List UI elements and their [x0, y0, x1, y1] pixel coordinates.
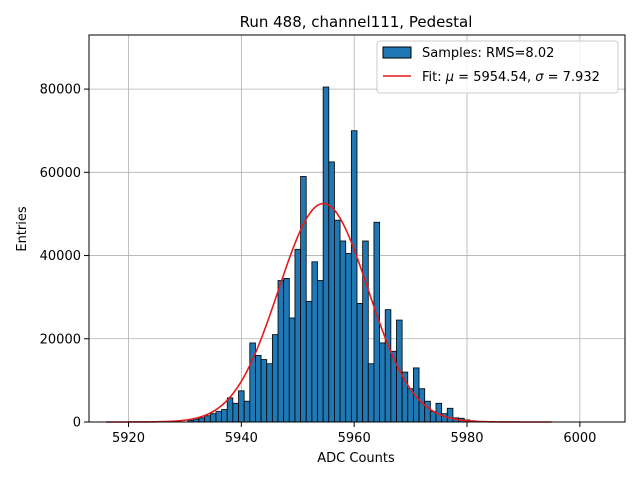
- histogram-bar: [362, 240, 369, 423]
- x-tick-label: 5960: [338, 431, 371, 446]
- histogram-bar: [238, 390, 245, 423]
- x-tick-label: 5920: [112, 431, 145, 446]
- y-tick-label: 0: [73, 416, 81, 431]
- histogram-bar: [215, 411, 222, 423]
- x-tick-label: 5980: [450, 431, 483, 446]
- histogram-bar: [198, 417, 206, 423]
- histogram-bar: [260, 359, 268, 423]
- legend: Samples: RMS=8.02 Fit: μ = 5954.54, σ = …: [376, 40, 619, 94]
- legend-fit-mu-symbol: μ: [445, 70, 454, 85]
- histogram-bar: [379, 342, 386, 423]
- histogram-bar: [407, 388, 414, 423]
- chart-title: Run 488, channel111, Pedestal: [240, 13, 473, 31]
- x-tick-label: 6000: [563, 431, 596, 446]
- histogram-bar: [384, 309, 392, 423]
- legend-samples-label: Samples: RMS=8.02: [422, 46, 554, 61]
- plot-frame: [88, 34, 626, 423]
- histogram-bar: [204, 415, 211, 423]
- legend-fit-sigma-value: = 7.932: [543, 70, 599, 85]
- histogram-bar: [350, 130, 358, 423]
- y-axis-ticks: 0 20000 40000 60000 80000: [40, 83, 89, 431]
- histogram-bar: [367, 363, 375, 423]
- histogram-bar: [424, 400, 431, 423]
- histogram-bar: [232, 402, 239, 423]
- histogram-bar: [243, 400, 251, 423]
- y-axis-label: Entries: [15, 206, 30, 252]
- legend-fit-prefix: Fit:: [422, 70, 446, 85]
- legend-fit-mu-value: = 5954.54,: [454, 70, 535, 85]
- histogram-bar: [209, 413, 217, 423]
- histogram-bar: [334, 219, 341, 423]
- histogram-bar: [226, 397, 234, 423]
- legend-box: [376, 40, 619, 94]
- histogram-bar: [288, 317, 296, 423]
- legend-fit-label: Fit: μ = 5954.54, σ = 7.932: [422, 70, 600, 85]
- histogram-bar: [283, 278, 290, 423]
- y-tick-label: 60000: [40, 166, 81, 181]
- histogram-bar: [277, 280, 285, 423]
- legend-samples-swatch: [382, 46, 412, 59]
- y-tick-label: 40000: [40, 249, 81, 264]
- histogram-bar: [317, 280, 324, 423]
- histogram-bar: [255, 355, 262, 423]
- histogram-bar: [221, 409, 228, 423]
- histogram-bar: [271, 334, 279, 423]
- gaussian-fit-curve: [105, 202, 552, 423]
- histogram-bar: [294, 248, 301, 423]
- histogram-bar: [311, 261, 318, 423]
- histogram-bar: [446, 407, 454, 423]
- histogram-bars: [187, 86, 476, 423]
- histogram-bar: [305, 300, 313, 423]
- x-axis-label: ADC Counts: [317, 451, 395, 466]
- histogram-bar: [322, 86, 330, 423]
- histogram-bar: [339, 240, 347, 423]
- y-tick-label: 80000: [40, 83, 81, 98]
- x-tick-label: 5940: [225, 431, 258, 446]
- histogram-bar: [356, 303, 364, 423]
- histogram-bar: [300, 176, 307, 423]
- y-tick-label: 20000: [40, 332, 81, 347]
- legend-fit-sigma-symbol: σ: [535, 70, 544, 85]
- x-axis-ticks: 5920 5940 5960 5980 6000: [112, 422, 596, 446]
- histogram-bar: [328, 161, 335, 423]
- histogram-bar: [345, 253, 352, 423]
- histogram-bar: [266, 363, 273, 423]
